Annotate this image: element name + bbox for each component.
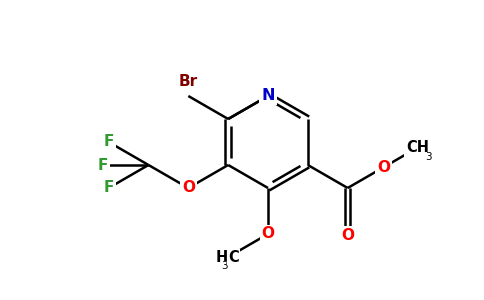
Text: Br: Br (179, 74, 198, 89)
Text: 3: 3 (425, 152, 432, 162)
Text: F: F (104, 134, 114, 149)
Text: N: N (261, 88, 275, 104)
Text: O: O (261, 226, 274, 242)
Text: F: F (97, 158, 107, 172)
Text: F: F (104, 181, 114, 196)
Text: O: O (341, 228, 354, 243)
Text: C: C (228, 250, 239, 265)
Text: CH: CH (406, 140, 429, 155)
Text: O: O (182, 181, 195, 196)
Text: O: O (377, 160, 390, 175)
Text: 3: 3 (222, 261, 228, 271)
Text: H: H (216, 250, 228, 265)
